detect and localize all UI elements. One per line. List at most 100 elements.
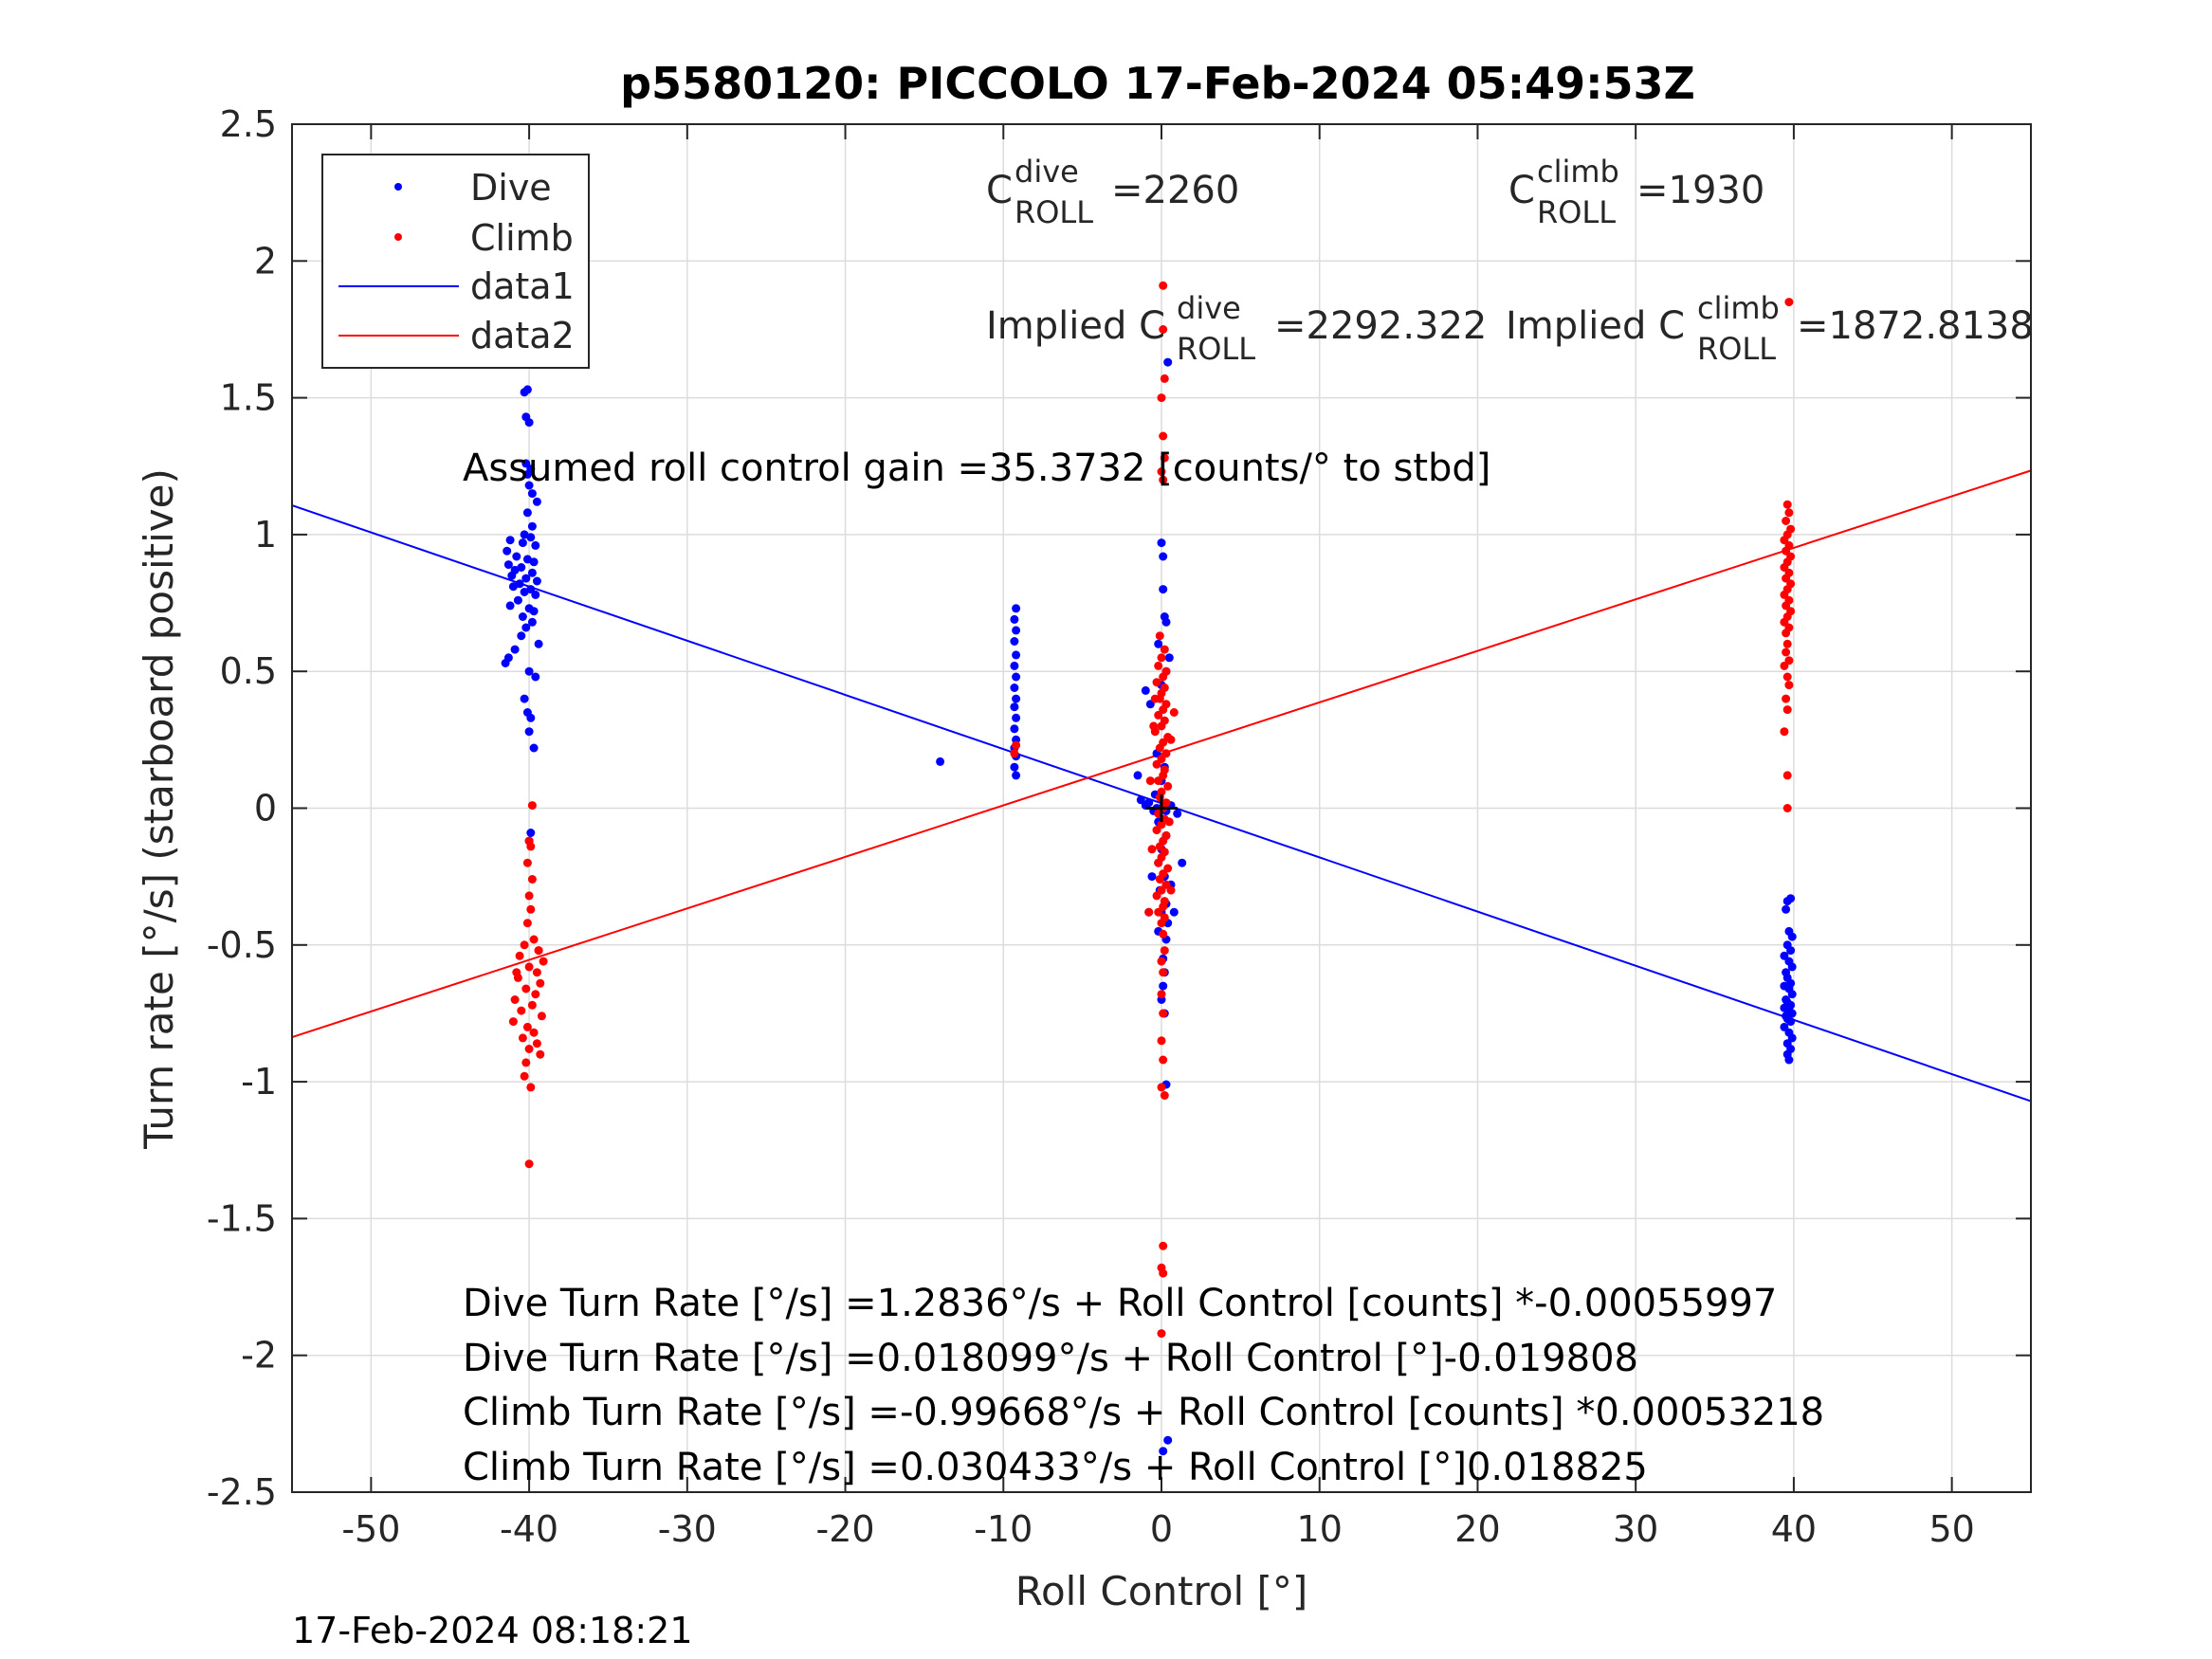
point-climb	[517, 1006, 526, 1015]
fit-equation: Climb Turn Rate [°/s] =0.030433°/s + Rol…	[463, 1446, 1648, 1489]
point-dive	[1787, 932, 1797, 941]
x-tick-label: -20	[816, 1508, 875, 1550]
point-dive	[1782, 904, 1791, 914]
point-dive	[527, 521, 537, 531]
point-dive	[531, 590, 540, 599]
point-climb	[515, 951, 524, 960]
svg-text:dive: dive	[1015, 154, 1079, 190]
point-dive	[1787, 962, 1797, 972]
point-climb	[1166, 735, 1176, 744]
point-climb	[1782, 694, 1791, 703]
point-climb	[1782, 705, 1792, 715]
point-climb	[522, 919, 532, 928]
point-dive	[1163, 357, 1173, 367]
point-dive	[936, 757, 945, 766]
svg-text:ROLL: ROLL	[1015, 194, 1093, 230]
svg-text:Implied C: Implied C	[1506, 304, 1685, 348]
svg-text:ROLL: ROLL	[1537, 194, 1616, 230]
point-climb	[1154, 661, 1163, 670]
point-dive	[518, 612, 527, 621]
point-climb	[521, 984, 531, 994]
point-dive	[526, 533, 536, 542]
point-climb	[1159, 968, 1168, 977]
point-dive	[1010, 724, 1019, 734]
point-dive	[512, 552, 521, 561]
point-dive	[522, 385, 532, 394]
point-dive	[1787, 990, 1797, 999]
point-climb	[1782, 500, 1792, 509]
y-tick-label: -1	[241, 1061, 277, 1103]
point-dive	[1141, 685, 1150, 695]
point-climb	[532, 1039, 541, 1048]
x-axis-label: Roll Control [°]	[1015, 1568, 1308, 1614]
point-climb	[1157, 653, 1166, 663]
point-climb	[1784, 681, 1794, 690]
point-climb	[1782, 639, 1792, 648]
point-dive	[1147, 872, 1157, 882]
point-climb	[1154, 710, 1163, 720]
point-dive	[527, 617, 537, 627]
point-dive	[524, 481, 534, 490]
svg-text:=2292.322: =2292.322	[1274, 304, 1487, 348]
timestamp: 17-Feb-2024 08:18:21	[292, 1610, 693, 1651]
legend-label-climb: Climb	[470, 217, 574, 259]
point-climb	[1159, 1009, 1168, 1018]
point-climb	[536, 978, 545, 988]
fit-equation: Climb Turn Rate [°/s] =-0.99668°/s + Rol…	[463, 1391, 1824, 1434]
x-tick-label: 40	[1771, 1508, 1817, 1550]
point-climb	[1147, 845, 1157, 854]
point-climb	[1159, 929, 1168, 939]
y-axis-label: Turn rate [°/s] (starboard positive)	[136, 468, 182, 1150]
point-dive	[1173, 809, 1182, 818]
point-dive	[1012, 713, 1021, 722]
svg-text:dive: dive	[1177, 290, 1241, 326]
svg-text:C: C	[1508, 169, 1535, 212]
x-tick-label: 10	[1297, 1508, 1343, 1550]
point-climb	[1152, 891, 1161, 901]
legend-marker-climb	[394, 233, 402, 241]
point-dive	[513, 595, 522, 605]
point-climb	[522, 1022, 532, 1031]
point-dive	[503, 546, 512, 556]
point-dive	[1161, 617, 1171, 627]
point-climb	[1166, 885, 1176, 895]
point-climb	[529, 1028, 539, 1037]
point-climb	[524, 891, 534, 901]
point-dive	[505, 536, 515, 545]
point-dive	[1010, 614, 1019, 624]
point-climb	[1159, 672, 1168, 682]
point-climb	[1155, 743, 1164, 753]
point-climb	[1157, 919, 1166, 928]
point-dive	[1144, 798, 1154, 808]
point-climb	[1784, 298, 1794, 307]
point-climb	[526, 842, 536, 851]
point-climb	[1159, 431, 1168, 441]
point-dive	[532, 497, 541, 506]
y-tick-label: 2.5	[220, 103, 277, 145]
point-climb	[520, 940, 529, 950]
point-climb	[524, 1045, 534, 1053]
svg-text:=1872.8138: =1872.8138	[1797, 304, 2034, 348]
point-climb	[1160, 645, 1169, 654]
annotation-implied-dive: Implied C dive ROLL =2292.322	[986, 290, 1487, 367]
point-dive	[524, 418, 534, 428]
data-points	[501, 281, 1797, 1456]
point-climb	[1144, 907, 1154, 917]
point-dive	[1159, 981, 1168, 991]
y-tick-label: 0	[254, 788, 277, 830]
point-climb	[529, 935, 539, 944]
point-climb	[536, 1049, 545, 1059]
point-dive	[1012, 694, 1021, 703]
annotation-c-dive: C dive ROLL =2260	[986, 154, 1239, 230]
point-climb	[1154, 907, 1163, 917]
point-climb	[1149, 721, 1159, 731]
point-climb	[1163, 781, 1173, 791]
svg-text:Implied C: Implied C	[986, 304, 1165, 348]
svg-text:ROLL: ROLL	[1177, 331, 1255, 367]
point-climb	[1164, 817, 1174, 827]
point-climb	[518, 1033, 527, 1043]
point-dive	[531, 540, 540, 550]
point-dive	[526, 829, 536, 837]
x-tick-label: -50	[341, 1508, 400, 1550]
point-climb	[1157, 1083, 1166, 1092]
